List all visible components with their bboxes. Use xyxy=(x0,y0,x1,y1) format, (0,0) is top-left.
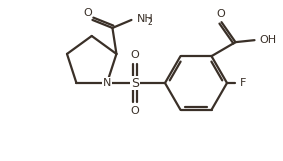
Text: O: O xyxy=(83,8,92,18)
Text: S: S xyxy=(131,76,139,90)
Text: O: O xyxy=(216,9,225,19)
Text: O: O xyxy=(131,50,139,60)
Text: NH: NH xyxy=(136,14,153,24)
Text: 2: 2 xyxy=(148,18,153,27)
Text: F: F xyxy=(240,78,246,88)
Text: OH: OH xyxy=(259,35,276,45)
Text: O: O xyxy=(131,106,139,116)
Text: N: N xyxy=(103,78,111,88)
